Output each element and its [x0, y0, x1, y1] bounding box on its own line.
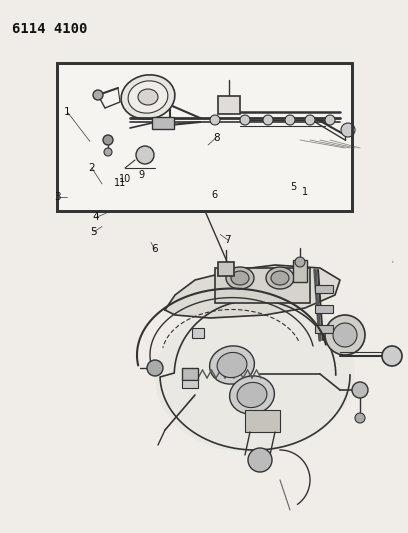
Text: 6: 6	[152, 245, 158, 254]
Bar	[218, 96, 240, 114]
Bar	[152, 117, 174, 129]
Bar	[215, 268, 310, 303]
Text: 2: 2	[89, 163, 95, 173]
Circle shape	[248, 448, 272, 472]
Text: 1: 1	[302, 187, 308, 197]
Text: 8: 8	[213, 133, 220, 142]
Bar	[293, 260, 307, 282]
Ellipse shape	[138, 89, 158, 105]
Bar	[57, 63, 352, 211]
Text: 1: 1	[64, 107, 71, 117]
Circle shape	[325, 315, 365, 355]
Ellipse shape	[266, 267, 294, 289]
Circle shape	[325, 115, 335, 125]
Polygon shape	[165, 265, 340, 318]
Bar	[245, 410, 280, 432]
Text: 6114 4100: 6114 4100	[12, 22, 87, 36]
Circle shape	[305, 115, 315, 125]
Bar	[182, 380, 198, 388]
Text: 5: 5	[290, 182, 296, 191]
Circle shape	[295, 257, 305, 267]
Bar	[182, 368, 198, 380]
Text: 9: 9	[138, 169, 144, 180]
Text: 3: 3	[54, 192, 60, 202]
Circle shape	[240, 115, 250, 125]
Circle shape	[263, 115, 273, 125]
Bar	[315, 285, 333, 293]
Ellipse shape	[155, 297, 355, 453]
Bar	[315, 305, 333, 313]
Circle shape	[382, 346, 402, 366]
Bar	[315, 325, 333, 333]
Bar	[192, 328, 204, 338]
Bar	[57, 63, 352, 211]
Circle shape	[285, 115, 295, 125]
Ellipse shape	[217, 352, 247, 377]
Text: ʼ: ʼ	[390, 260, 393, 270]
Ellipse shape	[230, 376, 275, 414]
Circle shape	[210, 115, 220, 125]
Circle shape	[147, 360, 163, 376]
Ellipse shape	[231, 271, 249, 285]
Circle shape	[341, 123, 355, 137]
Text: 5: 5	[91, 227, 97, 237]
Ellipse shape	[271, 271, 289, 285]
Ellipse shape	[210, 346, 255, 384]
Text: 11: 11	[114, 178, 126, 188]
Circle shape	[333, 323, 357, 347]
Circle shape	[355, 413, 365, 423]
Ellipse shape	[121, 75, 175, 119]
Ellipse shape	[128, 81, 168, 113]
Text: 10: 10	[119, 174, 131, 184]
Circle shape	[104, 148, 112, 156]
Circle shape	[93, 90, 103, 100]
Text: 7: 7	[224, 235, 231, 245]
Text: 4: 4	[93, 213, 99, 222]
Ellipse shape	[226, 267, 254, 289]
Text: 6: 6	[212, 190, 218, 200]
Circle shape	[352, 382, 368, 398]
Bar	[218, 262, 234, 276]
Ellipse shape	[237, 382, 267, 408]
Circle shape	[136, 146, 154, 164]
Circle shape	[103, 135, 113, 145]
